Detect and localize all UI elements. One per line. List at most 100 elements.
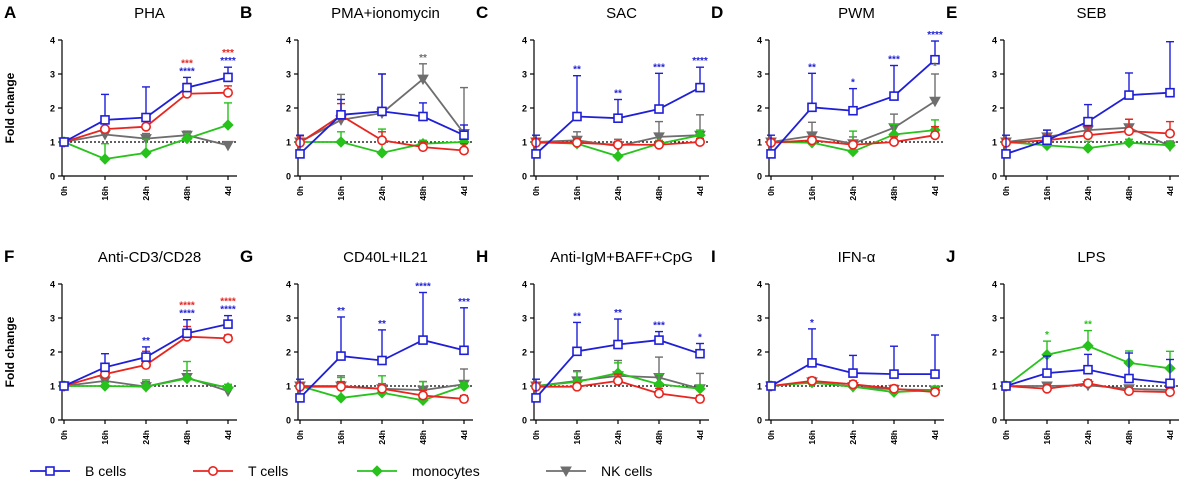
x-tick-label: 0h [766,430,776,440]
y-tick-label: 3 [757,70,762,80]
y-tick-label: 0 [992,172,997,182]
x-tick-label: 16h [807,186,817,201]
data-point [336,110,346,120]
y-tick-label: 2 [992,104,997,114]
x-tick-label: 48h [654,430,664,445]
significance-label: * [810,318,814,329]
x-tick-label: 16h [100,186,110,201]
series-b [766,328,940,391]
data-point-shape [653,139,664,150]
panel-letter: F [4,247,14,266]
significance-label: **** [220,305,236,316]
significance-label: ** [573,65,581,76]
data-point [888,383,899,394]
data-point-shape [930,369,940,379]
data-point-shape [418,335,428,345]
y-tick-label: 1 [50,138,55,148]
y-tick-label: 4 [522,36,527,46]
data-point-shape [223,72,233,83]
data-point-shape [336,110,346,120]
data-point [654,104,664,114]
data-point [766,149,776,159]
x-tick-label: 48h [418,430,428,445]
y-tick-label: 3 [286,70,291,80]
series-b [531,318,705,403]
x-tick-label: 48h [182,430,192,445]
data-point-shape [181,132,193,145]
significance-label: ** [808,62,816,73]
data-point-shape [653,132,665,143]
data-point [1083,116,1093,127]
data-point [571,137,582,148]
data-point-shape [929,130,940,141]
data-point [806,375,817,386]
data-point-shape [694,393,705,404]
panel-letter: H [476,247,488,266]
data-point-shape [654,104,664,114]
data-point-shape [100,362,110,373]
panel-title: PWM [838,5,875,22]
data-point-shape [182,82,192,93]
significance-label: ** [142,336,150,347]
data-point-shape [694,383,706,395]
significance-label: **** [927,30,943,41]
data-point-shape [459,345,469,356]
significance-label: * [698,333,702,344]
series-b [295,73,469,159]
data-point-shape [571,381,582,392]
data-point-shape [141,359,152,370]
x-tick-label: 0h [59,430,69,440]
data-point-shape [694,137,705,148]
legend-item-nk: NK cells [546,463,652,479]
legend-marker-shape [45,466,55,476]
data-point [223,87,234,98]
data-point-shape [1124,373,1134,384]
data-point [295,149,305,159]
data-point-shape [182,328,192,339]
y-tick-label: 3 [286,314,291,324]
y-tick-label: 0 [757,416,762,426]
data-point-shape [336,351,346,361]
data-point-shape [222,140,234,152]
data-point [1042,135,1052,146]
y-tick-label: 0 [992,416,997,426]
data-point-shape [1083,364,1093,375]
y-tick-label: 2 [757,348,762,358]
x-tick-label: 48h [182,186,192,201]
data-point-shape [458,393,469,404]
y-tick-label: 1 [286,138,291,148]
x-tick-label: 0h [295,430,305,440]
significance-label: ** [614,308,622,319]
x-tick-label: 4d [1165,430,1175,440]
data-point-shape [847,139,858,150]
y-tick-label: 1 [522,138,527,148]
data-point [1164,139,1176,152]
legend-marker-shape [560,466,572,478]
panel-letter: G [240,247,253,266]
data-point [1124,126,1135,137]
legend-marker [560,466,572,478]
data-point-shape [571,137,582,148]
data-point [141,121,152,132]
x-tick-label: 48h [1124,430,1134,445]
x-tick-label: 24h [613,186,623,201]
data-point [223,333,234,344]
data-point-shape [1165,128,1176,139]
data-point-shape [1123,136,1135,149]
panel-title: Anti-IgM+BAFF+CpG [550,249,693,266]
x-tick-label: 4d [223,430,233,440]
panel-i: I IFN-α 0 1 2 3 4 0h 16h 24h 48h 4d * [711,247,944,445]
data-point-shape [653,388,664,399]
data-point [1123,136,1135,149]
x-tick-label: 16h [1042,430,1052,445]
data-point [531,393,541,403]
panel-letter: A [4,3,16,22]
legend: B cells T cells monocytes NK cells [30,463,652,479]
data-point [929,387,940,398]
data-point-shape [1042,368,1052,378]
panel-e: E SEB 0 1 2 3 4 0h 16h 24h 48h 4d [946,3,1179,201]
data-point-shape [377,355,387,366]
panel-title: SEB [1076,5,1106,22]
